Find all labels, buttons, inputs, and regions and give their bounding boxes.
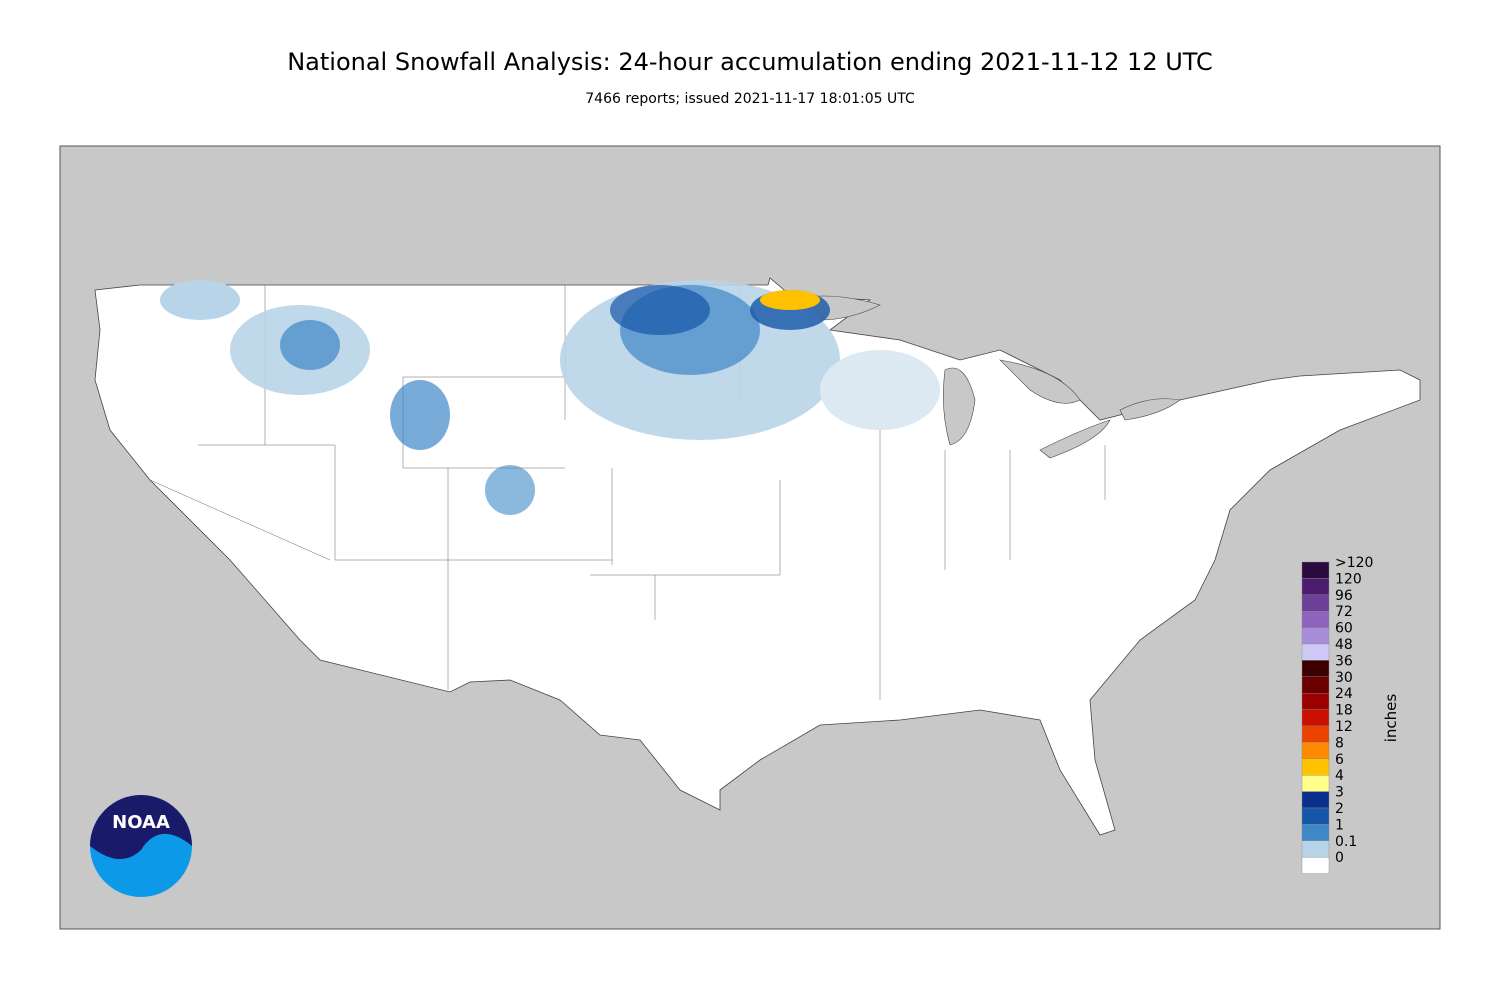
legend-swatch xyxy=(1301,578,1330,596)
legend-swatch xyxy=(1301,857,1330,874)
legend-swatch xyxy=(1301,643,1330,661)
legend-swatch xyxy=(1301,807,1330,825)
legend-swatch xyxy=(1301,824,1330,842)
legend-unit: inches xyxy=(1382,694,1400,743)
legend-label: 120 xyxy=(1335,571,1362,587)
legend-swatch xyxy=(1301,676,1330,694)
subtitle: 7466 reports; issued 2021-11-17 18:01:05… xyxy=(585,91,915,107)
legend-label: 6 xyxy=(1335,752,1344,768)
legend-swatch xyxy=(1301,561,1330,579)
map xyxy=(59,145,1441,930)
legend-label: 1 xyxy=(1335,817,1344,833)
title: National Snowfall Analysis: 24-hour accu… xyxy=(287,48,1213,76)
legend-label: 72 xyxy=(1335,604,1353,620)
noaa-logo: NOAA xyxy=(90,795,192,897)
legend-swatch xyxy=(1301,693,1330,710)
legend-label: 36 xyxy=(1335,653,1353,669)
legend-label: 60 xyxy=(1335,621,1353,637)
legend-swatch xyxy=(1301,660,1330,678)
legend-label: 0.1 xyxy=(1335,834,1357,850)
legend-label: 48 xyxy=(1335,637,1353,653)
legend-label: 4 xyxy=(1335,768,1344,784)
legend-swatch xyxy=(1301,627,1330,645)
legend-label: 24 xyxy=(1335,686,1353,702)
legend-swatch xyxy=(1301,725,1330,743)
legend-swatch xyxy=(1301,594,1330,612)
legend-swatch xyxy=(1301,775,1330,792)
legend-label: 12 xyxy=(1335,719,1353,735)
legend-label: 30 xyxy=(1335,670,1353,686)
legend-label: 0 xyxy=(1335,850,1344,866)
legend-label: >120 xyxy=(1335,555,1373,571)
legend-label: 18 xyxy=(1335,703,1353,719)
legend-swatch xyxy=(1301,611,1330,628)
logo-text: NOAA xyxy=(112,812,170,833)
legend-label: 8 xyxy=(1335,735,1344,751)
legend-label: 2 xyxy=(1335,801,1344,817)
legend-swatch xyxy=(1301,791,1330,809)
legend-swatch xyxy=(1301,758,1330,776)
legend-label: 96 xyxy=(1335,588,1353,604)
legend-label: 3 xyxy=(1335,785,1344,801)
legend-swatch xyxy=(1301,709,1330,727)
legend-swatch xyxy=(1301,840,1330,858)
great-lakes xyxy=(789,295,1181,459)
legend-swatch xyxy=(1301,742,1330,760)
snowfall-areas xyxy=(160,280,940,515)
